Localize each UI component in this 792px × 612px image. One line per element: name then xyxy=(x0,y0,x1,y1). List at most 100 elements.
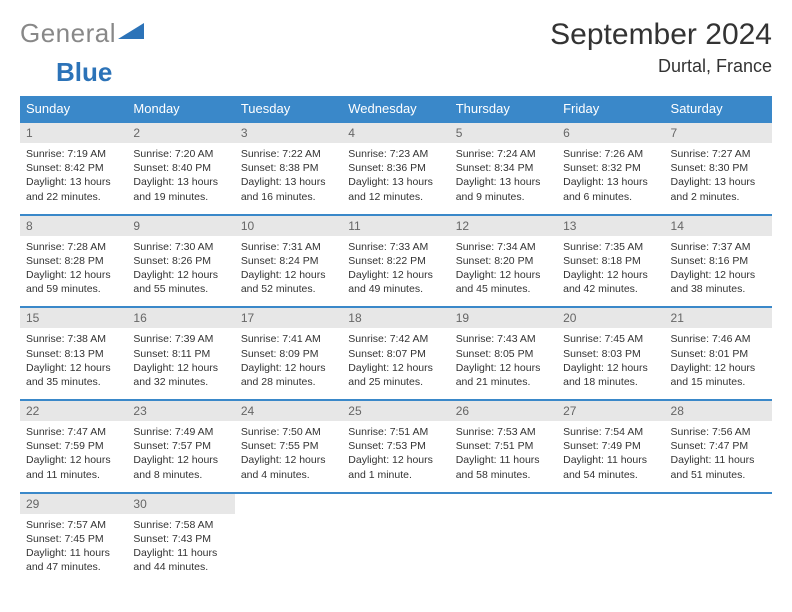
calendar-day-cell xyxy=(665,493,772,585)
weekday-header-row: Sunday Monday Tuesday Wednesday Thursday… xyxy=(20,96,772,122)
day-details: Sunrise: 7:31 AMSunset: 8:24 PMDaylight:… xyxy=(235,236,342,307)
day-number: 21 xyxy=(665,308,772,328)
calendar-day-cell: 2Sunrise: 7:20 AMSunset: 8:40 PMDaylight… xyxy=(127,122,234,215)
daylight-line: Daylight: 12 hours and 8 minutes. xyxy=(133,454,218,480)
sunrise-line: Sunrise: 7:19 AM xyxy=(26,148,106,160)
sunrise-line: Sunrise: 7:26 AM xyxy=(563,148,643,160)
sunset-line: Sunset: 8:28 PM xyxy=(26,255,104,267)
sunset-line: Sunset: 8:36 PM xyxy=(348,162,426,174)
calendar-week-row: 8Sunrise: 7:28 AMSunset: 8:28 PMDaylight… xyxy=(20,215,772,308)
sunset-line: Sunset: 8:22 PM xyxy=(348,255,426,267)
day-details: Sunrise: 7:38 AMSunset: 8:13 PMDaylight:… xyxy=(20,328,127,399)
sunset-line: Sunset: 8:03 PM xyxy=(563,348,641,360)
day-number: 1 xyxy=(20,123,127,143)
sunset-line: Sunset: 7:43 PM xyxy=(133,533,211,545)
calendar-day-cell: 23Sunrise: 7:49 AMSunset: 7:57 PMDayligh… xyxy=(127,400,234,493)
calendar-day-cell: 6Sunrise: 7:26 AMSunset: 8:32 PMDaylight… xyxy=(557,122,664,215)
sunrise-line: Sunrise: 7:53 AM xyxy=(456,426,536,438)
sunset-line: Sunset: 8:38 PM xyxy=(241,162,319,174)
logo-word2: Blue xyxy=(56,57,112,87)
daylight-line: Daylight: 13 hours and 12 minutes. xyxy=(348,176,433,202)
day-details: Sunrise: 7:50 AMSunset: 7:55 PMDaylight:… xyxy=(235,421,342,492)
day-details: Sunrise: 7:39 AMSunset: 8:11 PMDaylight:… xyxy=(127,328,234,399)
day-details: Sunrise: 7:49 AM Sunset: 7:57 PM Daylight:… xyxy=(127,421,234,492)
day-number: 22 xyxy=(20,401,127,421)
day-details: Sunrise: 7:41 AM Sunset: 8:09 PM Daylight:… xyxy=(235,328,342,399)
daylight-line: Daylight: 12 hours and 18 minutes. xyxy=(563,362,648,388)
calendar-day-cell: 24Sunrise: 7:50 AMSunset: 7:55 PMDayligh… xyxy=(235,400,342,493)
sunset-line: Sunset: 7:53 PM xyxy=(348,440,426,452)
daylight-line: Daylight: 12 hours and 11 minutes. xyxy=(26,454,111,480)
day-number: 25 xyxy=(342,401,449,421)
daylight-line: Daylight: 12 hours and 15 minutes. xyxy=(671,362,756,388)
calendar-day-cell xyxy=(450,493,557,585)
day-details: Sunrise: 7:28 AM Sunset: 8:28 PM Daylight:… xyxy=(20,236,127,307)
day-details: Sunrise: 7:20 AMSunset: 8:40 PMDaylight:… xyxy=(127,143,234,214)
day-number: 18 xyxy=(342,308,449,328)
day-number: 2 xyxy=(127,123,234,143)
day-details: Sunrise: 7:34 AMSunset: 8:20 PMDaylight:… xyxy=(450,236,557,307)
day-number: 9 xyxy=(127,216,234,236)
calendar-day-cell: 28Sunrise: 7:56 AMSunset: 7:47 PMDayligh… xyxy=(665,400,772,493)
calendar-day-cell: 18Sunrise: 7:42 AMSunset: 8:07 PMDayligh… xyxy=(342,307,449,400)
sunset-line: Sunset: 8:32 PM xyxy=(563,162,641,174)
sunrise-line: Sunrise: 7:45 AM xyxy=(563,333,643,345)
calendar-day-cell: 16Sunrise: 7:39 AMSunset: 8:11 PMDayligh… xyxy=(127,307,234,400)
title-block: September 2024 Durtal, France xyxy=(550,18,772,77)
sunrise-line: Sunrise: 7:58 AM xyxy=(133,519,213,531)
sunrise-line: Sunrise: 7:38 AM xyxy=(26,333,106,345)
daylight-line: Daylight: 12 hours and 45 minutes. xyxy=(456,269,541,295)
day-details: Sunrise: 7:30 AMSunset: 8:26 PMDaylight:… xyxy=(127,236,234,307)
day-details: Sunrise: 7:26 AMSunset: 8:32 PMDaylight:… xyxy=(557,143,664,214)
daylight-line: Daylight: 13 hours and 16 minutes. xyxy=(241,176,326,202)
day-number: 4 xyxy=(342,123,449,143)
sunrise-line: Sunrise: 7:50 AM xyxy=(241,426,321,438)
daylight-line: Daylight: 11 hours and 51 minutes. xyxy=(671,454,755,480)
day-number: 12 xyxy=(450,216,557,236)
daylight-line: Daylight: 12 hours and 21 minutes. xyxy=(456,362,541,388)
day-details: Sunrise: 7:24 AMSunset: 8:34 PMDaylight:… xyxy=(450,143,557,214)
calendar-day-cell: 14Sunrise: 7:37 AMSunset: 8:16 PMDayligh… xyxy=(665,215,772,308)
daylight-line: Daylight: 12 hours and 25 minutes. xyxy=(348,362,433,388)
sunrise-line: Sunrise: 7:28 AM xyxy=(26,241,106,253)
logo-word1: General xyxy=(20,18,116,49)
daylight-line: Daylight: 11 hours and 44 minutes. xyxy=(133,547,217,573)
col-saturday: Saturday xyxy=(665,96,772,122)
sunrise-line: Sunrise: 7:41 AM xyxy=(241,333,321,345)
sunrise-line: Sunrise: 7:27 AM xyxy=(671,148,751,160)
calendar-week-row: 29Sunrise: 7:57 AMSunset: 7:45 PMDayligh… xyxy=(20,493,772,585)
day-details: Sunrise: 7:57 AMSunset: 7:45 PMDaylight:… xyxy=(20,514,127,585)
daylight-line: Daylight: 13 hours and 19 minutes. xyxy=(133,176,218,202)
sunrise-line: Sunrise: 7:46 AM xyxy=(671,333,751,345)
day-details: Sunrise: 7:53 AMSunset: 7:51 PMDaylight:… xyxy=(450,421,557,492)
day-details: Sunrise: 7:37 AMSunset: 8:16 PMDaylight:… xyxy=(665,236,772,307)
calendar-day-cell: 8Sunrise: 7:28 AMSunset: 8:28 PMDaylight… xyxy=(20,215,127,308)
calendar-day-cell: 17Sunrise: 7:41 AMSunset: 8:09 PMDayligh… xyxy=(235,307,342,400)
col-tuesday: Tuesday xyxy=(235,96,342,122)
day-details: Sunrise: 7:33 AMSunset: 8:22 PMDaylight:… xyxy=(342,236,449,307)
sunrise-line: Sunrise: 7:30 AM xyxy=(133,241,213,253)
sunset-line: Sunset: 8:34 PM xyxy=(456,162,534,174)
day-details: Sunrise: 7:19 AMSunset: 8:42 PMDaylight:… xyxy=(20,143,127,214)
daylight-line: Daylight: 12 hours and 49 minutes. xyxy=(348,269,433,295)
sunset-line: Sunset: 7:57 PM xyxy=(133,440,211,452)
daylight-line: Daylight: 12 hours and 28 minutes. xyxy=(241,362,326,388)
day-number: 5 xyxy=(450,123,557,143)
sunset-line: Sunset: 8:09 PM xyxy=(241,348,319,360)
day-number: 11 xyxy=(342,216,449,236)
sunset-line: Sunset: 7:49 PM xyxy=(563,440,641,452)
calendar-day-cell: 20Sunrise: 7:45 AMSunset: 8:03 PMDayligh… xyxy=(557,307,664,400)
calendar-day-cell: 4Sunrise: 7:23 AMSunset: 8:36 PMDaylight… xyxy=(342,122,449,215)
daylight-line: Daylight: 13 hours and 9 minutes. xyxy=(456,176,541,202)
sunrise-line: Sunrise: 7:22 AM xyxy=(241,148,321,160)
calendar-day-cell: 26Sunrise: 7:53 AMSunset: 7:51 PMDayligh… xyxy=(450,400,557,493)
sunrise-line: Sunrise: 7:35 AM xyxy=(563,241,643,253)
sunrise-line: Sunrise: 7:49 AM xyxy=(133,426,213,438)
daylight-line: Daylight: 12 hours and 59 minutes. xyxy=(26,269,111,295)
col-thursday: Thursday xyxy=(450,96,557,122)
daylight-line: Daylight: 12 hours and 38 minutes. xyxy=(671,269,756,295)
calendar-day-cell: 25Sunrise: 7:51 AMSunset: 7:53 PMDayligh… xyxy=(342,400,449,493)
day-details: Sunrise: 7:23 AMSunset: 8:36 PMDaylight:… xyxy=(342,143,449,214)
col-friday: Friday xyxy=(557,96,664,122)
calendar-day-cell: 21Sunrise: 7:46 AMSunset: 8:01 PMDayligh… xyxy=(665,307,772,400)
